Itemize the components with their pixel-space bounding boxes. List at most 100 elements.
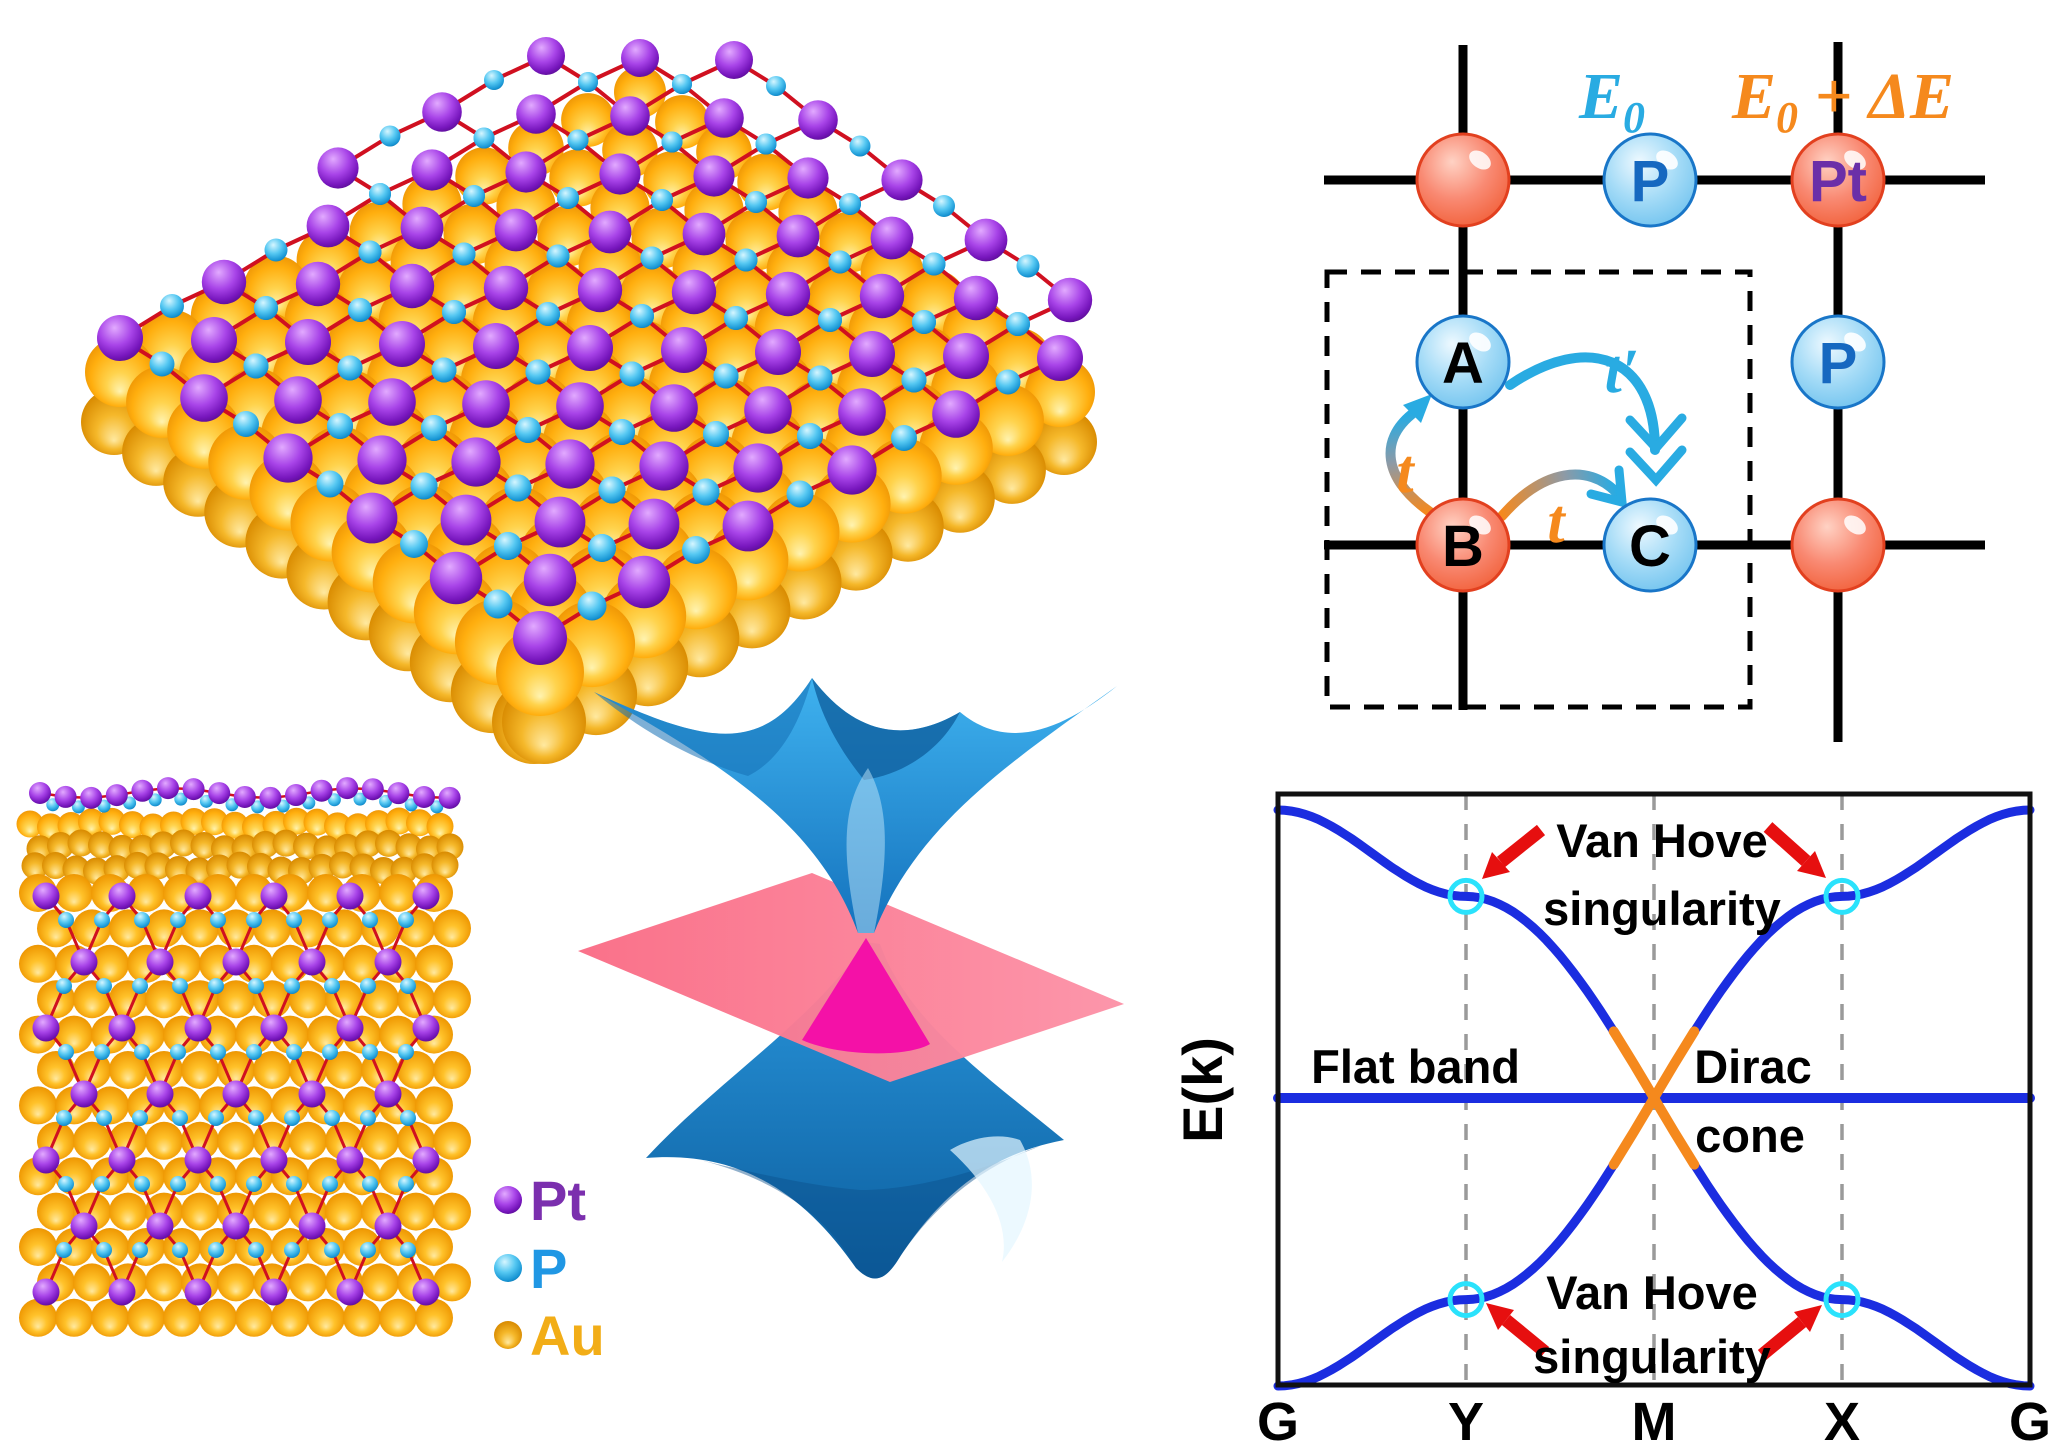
pt-atom	[798, 100, 838, 140]
p-atom	[170, 1044, 186, 1060]
y-axis-label: E(k)	[1171, 1037, 1234, 1143]
van-hove-arrows	[1482, 822, 1826, 1361]
pt-atom	[97, 315, 143, 361]
au-atom	[289, 1121, 327, 1160]
p-atom	[264, 238, 288, 262]
upper-cone-back-face	[812, 678, 960, 780]
sphere-highlight-icon	[1469, 515, 1491, 535]
hopping-arrow-a-to-c	[1505, 352, 1660, 455]
au-atom	[19, 944, 57, 983]
pt-atom	[374, 1080, 402, 1108]
legend: Pt P Au	[494, 1169, 605, 1367]
p-atom	[609, 419, 635, 445]
pt-atom	[105, 784, 128, 807]
pt-atom	[755, 329, 801, 375]
au-atom	[247, 852, 274, 880]
panel-band-structure: Van Hove singularity Flat band Dirac con…	[1171, 791, 2048, 1447]
onsite-energy-p-label: E0	[1578, 60, 1645, 142]
pt-atom	[451, 437, 501, 487]
pt-atom	[827, 445, 877, 495]
au-atom	[226, 851, 254, 879]
arrow-shaft-icon	[1501, 1314, 1550, 1358]
pt-atom	[298, 1212, 326, 1240]
pt-atom	[599, 153, 641, 195]
p-atom	[588, 534, 616, 562]
dirac-cone-label-line1: Dirac	[1694, 1040, 1812, 1093]
pt-atom	[108, 1014, 136, 1042]
p-atom	[557, 187, 579, 209]
au-atom	[37, 1192, 75, 1231]
site-a-label: A	[1442, 331, 1484, 396]
au-atom	[303, 808, 331, 836]
site-b-label: B	[1442, 514, 1484, 579]
panel-structure-3d-perspective	[81, 37, 1097, 764]
pt-atom	[715, 41, 753, 79]
au-atom	[379, 1015, 417, 1054]
pt-atom	[588, 210, 632, 254]
au-atom	[415, 1086, 453, 1125]
p-atom	[745, 191, 767, 213]
pt-atom	[260, 1014, 288, 1042]
pt-atom	[361, 778, 384, 801]
au-atom	[19, 1298, 57, 1337]
p-atom	[734, 248, 758, 272]
pt-atom	[108, 1278, 136, 1306]
p-atom	[755, 133, 777, 155]
p-atom	[96, 1110, 112, 1126]
au-atom	[221, 811, 249, 839]
upper-cone-left-shading	[594, 678, 812, 776]
au-atom	[19, 1228, 57, 1266]
site-pt-unlabeled-topleft	[1415, 132, 1511, 228]
au-atom	[379, 1298, 417, 1337]
p-atom	[96, 978, 112, 994]
hopping-arrow-b-to-c	[1497, 469, 1621, 521]
au-atom	[170, 829, 197, 857]
pt-atom	[298, 948, 326, 976]
p-atom	[525, 359, 551, 385]
p-atom	[286, 1176, 302, 1192]
pt-atom	[379, 321, 425, 367]
au-atom	[271, 1298, 309, 1337]
site-pt-labeled: Pt	[1790, 132, 1886, 228]
sphere-highlight-icon	[1844, 515, 1866, 535]
p-atom	[148, 793, 162, 807]
au-atom	[433, 1263, 471, 1302]
p-atom	[672, 74, 692, 94]
p-atom	[398, 1044, 414, 1060]
van-hove-bottom-label-line1: Van Hove	[1546, 1266, 1758, 1319]
e0-sub: 0	[1623, 93, 1645, 142]
pt-atom	[368, 378, 416, 426]
p-atom	[703, 421, 729, 447]
arrow-shaft-icon	[1496, 824, 1546, 868]
band-plot-border	[1275, 791, 2033, 1388]
au-atom	[91, 944, 129, 983]
panel-lattice-model: P Pt A P B	[1324, 42, 1985, 742]
au-atom	[201, 808, 228, 836]
p-atom	[286, 912, 302, 928]
p-atom	[360, 1110, 376, 1126]
p-atom	[246, 1044, 262, 1060]
p-atom	[170, 912, 186, 928]
pt-atom	[336, 1146, 364, 1174]
au-atom	[253, 1192, 291, 1231]
au-atom	[252, 830, 279, 858]
site-p-right-label: P	[1819, 331, 1858, 396]
au-atom	[235, 1298, 273, 1337]
pt-atom	[108, 1146, 136, 1174]
p-atom	[251, 800, 265, 814]
pt-atom	[412, 1278, 440, 1306]
au-atom	[325, 1051, 363, 1089]
pt-atom	[70, 1080, 98, 1108]
pt-atom	[54, 785, 77, 808]
tick-m: M	[1632, 1392, 1677, 1447]
p-atom	[348, 298, 372, 322]
p-atom	[58, 912, 74, 928]
pt-atom	[259, 786, 282, 809]
pt-atom	[505, 151, 547, 193]
au-atom	[325, 1192, 363, 1231]
p-atom	[567, 129, 589, 151]
au-atom	[343, 1298, 381, 1337]
p-atom	[248, 978, 264, 994]
tick-y: Y	[1448, 1392, 1484, 1447]
au-atom	[98, 807, 126, 835]
